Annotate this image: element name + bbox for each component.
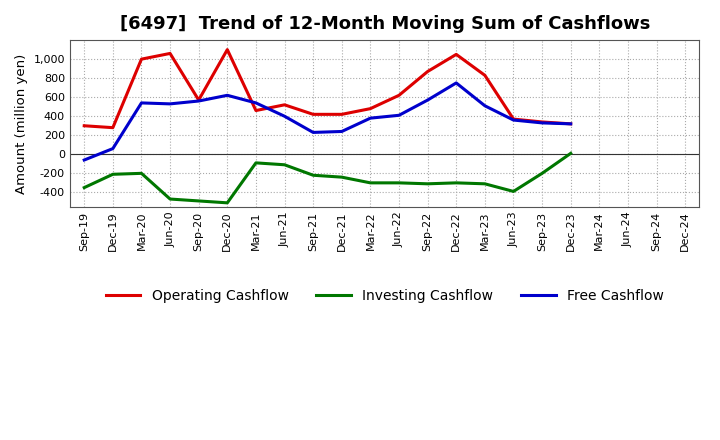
Investing Cashflow <box>567 151 575 156</box>
Operating Cashflow <box>395 93 403 98</box>
Investing Cashflow <box>194 198 203 204</box>
Free Cashflow <box>251 100 260 106</box>
Line: Investing Cashflow: Investing Cashflow <box>84 154 571 203</box>
Y-axis label: Amount (million yen): Amount (million yen) <box>15 53 28 194</box>
Operating Cashflow <box>509 117 518 122</box>
Investing Cashflow <box>480 181 489 187</box>
Operating Cashflow <box>109 125 117 130</box>
Investing Cashflow <box>338 175 346 180</box>
Operating Cashflow <box>309 112 318 117</box>
Investing Cashflow <box>80 185 89 190</box>
Free Cashflow <box>452 80 461 85</box>
Free Cashflow <box>366 116 374 121</box>
Free Cashflow <box>280 114 289 119</box>
Operating Cashflow <box>280 102 289 107</box>
Operating Cashflow <box>480 73 489 78</box>
Operating Cashflow <box>338 112 346 117</box>
Free Cashflow <box>395 113 403 118</box>
Investing Cashflow <box>538 171 546 176</box>
Free Cashflow <box>194 99 203 104</box>
Free Cashflow <box>137 100 145 106</box>
Operating Cashflow <box>166 51 174 56</box>
Investing Cashflow <box>223 200 232 205</box>
Operating Cashflow <box>567 121 575 126</box>
Title: [6497]  Trend of 12-Month Moving Sum of Cashflows: [6497] Trend of 12-Month Moving Sum of C… <box>120 15 650 33</box>
Investing Cashflow <box>280 162 289 167</box>
Free Cashflow <box>80 158 89 163</box>
Investing Cashflow <box>509 189 518 194</box>
Investing Cashflow <box>366 180 374 186</box>
Free Cashflow <box>509 117 518 123</box>
Legend: Operating Cashflow, Investing Cashflow, Free Cashflow: Operating Cashflow, Investing Cashflow, … <box>100 283 669 308</box>
Free Cashflow <box>109 146 117 151</box>
Free Cashflow <box>538 120 546 125</box>
Investing Cashflow <box>166 196 174 202</box>
Free Cashflow <box>166 101 174 106</box>
Investing Cashflow <box>452 180 461 186</box>
Free Cashflow <box>480 103 489 108</box>
Free Cashflow <box>423 97 432 103</box>
Free Cashflow <box>223 93 232 98</box>
Operating Cashflow <box>223 47 232 52</box>
Investing Cashflow <box>251 160 260 165</box>
Investing Cashflow <box>137 171 145 176</box>
Operating Cashflow <box>538 119 546 125</box>
Operating Cashflow <box>423 69 432 74</box>
Operating Cashflow <box>251 108 260 113</box>
Investing Cashflow <box>395 180 403 186</box>
Operating Cashflow <box>137 56 145 62</box>
Line: Free Cashflow: Free Cashflow <box>84 83 571 160</box>
Free Cashflow <box>567 121 575 126</box>
Operating Cashflow <box>80 123 89 128</box>
Investing Cashflow <box>109 172 117 177</box>
Operating Cashflow <box>366 106 374 111</box>
Free Cashflow <box>309 130 318 135</box>
Operating Cashflow <box>452 52 461 57</box>
Investing Cashflow <box>309 172 318 178</box>
Line: Operating Cashflow: Operating Cashflow <box>84 50 571 128</box>
Operating Cashflow <box>194 97 203 103</box>
Investing Cashflow <box>423 181 432 187</box>
Free Cashflow <box>338 129 346 134</box>
